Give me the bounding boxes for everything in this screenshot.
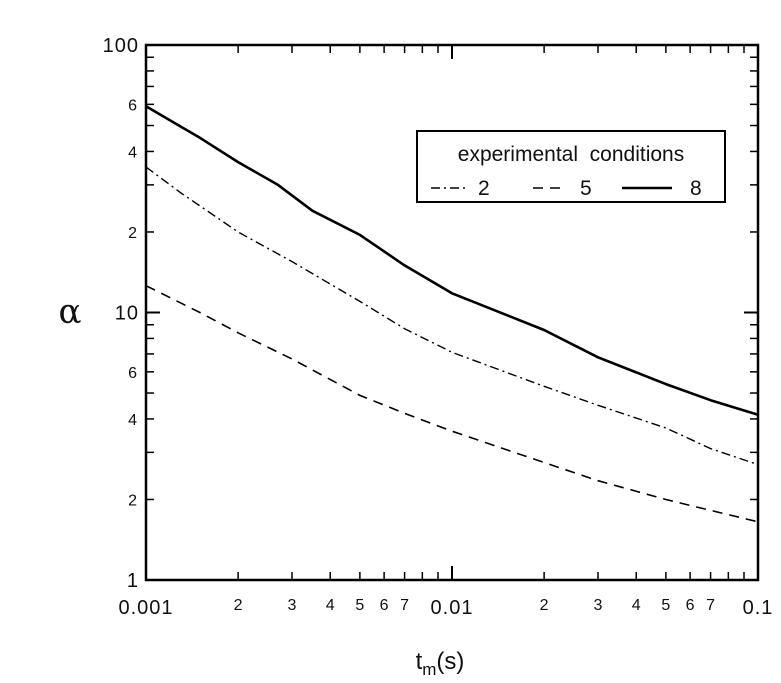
x-minor-tick-label: 5 [661,597,670,614]
series-line-8 [145,105,759,416]
y-major-tick-label: 10 [115,303,139,325]
x-minor-tick-label: 6 [380,597,389,614]
x-minor-tick-label: 4 [632,597,641,614]
series-line-2 [145,166,759,466]
legend-label-5: 5 [580,177,592,200]
x-axis-title-var: t [416,648,423,675]
y-major-tick-label: 1 [127,570,139,592]
y-minor-tick-label: 4 [128,412,137,429]
series-line-5 [145,284,759,523]
x-minor-tick-label: 6 [686,597,695,614]
x-major-tick-label: 0.01 [431,597,474,619]
legend-items: 2 5 8 [431,177,702,200]
x-minor-tick-label: 7 [706,597,715,614]
y-axis-title: α [59,292,82,332]
x-axis-title: tm(s) [416,648,465,679]
y-major-tick-label: 100 [103,35,139,57]
x-minor-tick-label: 2 [540,597,549,614]
legend-title: experimental conditions [458,143,684,166]
y-minor-tick-label: 2 [128,492,137,509]
y-minor-tick-label: 4 [128,144,137,161]
legend-label-2: 2 [478,177,490,200]
x-axis-title-unit: (s) [436,648,464,675]
y-minor-tick-label: 6 [128,97,137,114]
x-axis-title-subscript: m [422,660,436,679]
legend-box [416,130,726,203]
legend-label-8: 8 [690,177,702,200]
legend: experimental conditions 2 5 8 [416,130,726,203]
series-layer [145,105,759,523]
x-major-tick-label: 0.001 [118,597,173,619]
x-minor-tick-label: 7 [400,597,409,614]
y-minor-tick-label: 6 [128,365,137,382]
x-minor-tick-label: 5 [355,597,364,614]
x-minor-tick-label: 4 [326,597,335,614]
x-minor-tick-label: 3 [594,597,603,614]
axis-ticks [145,44,759,581]
y-minor-tick-label: 2 [128,225,137,242]
x-major-tick-label: 0.1 [743,597,774,619]
x-minor-tick-label: 3 [288,597,297,614]
x-minor-tick-label: 2 [234,597,243,614]
